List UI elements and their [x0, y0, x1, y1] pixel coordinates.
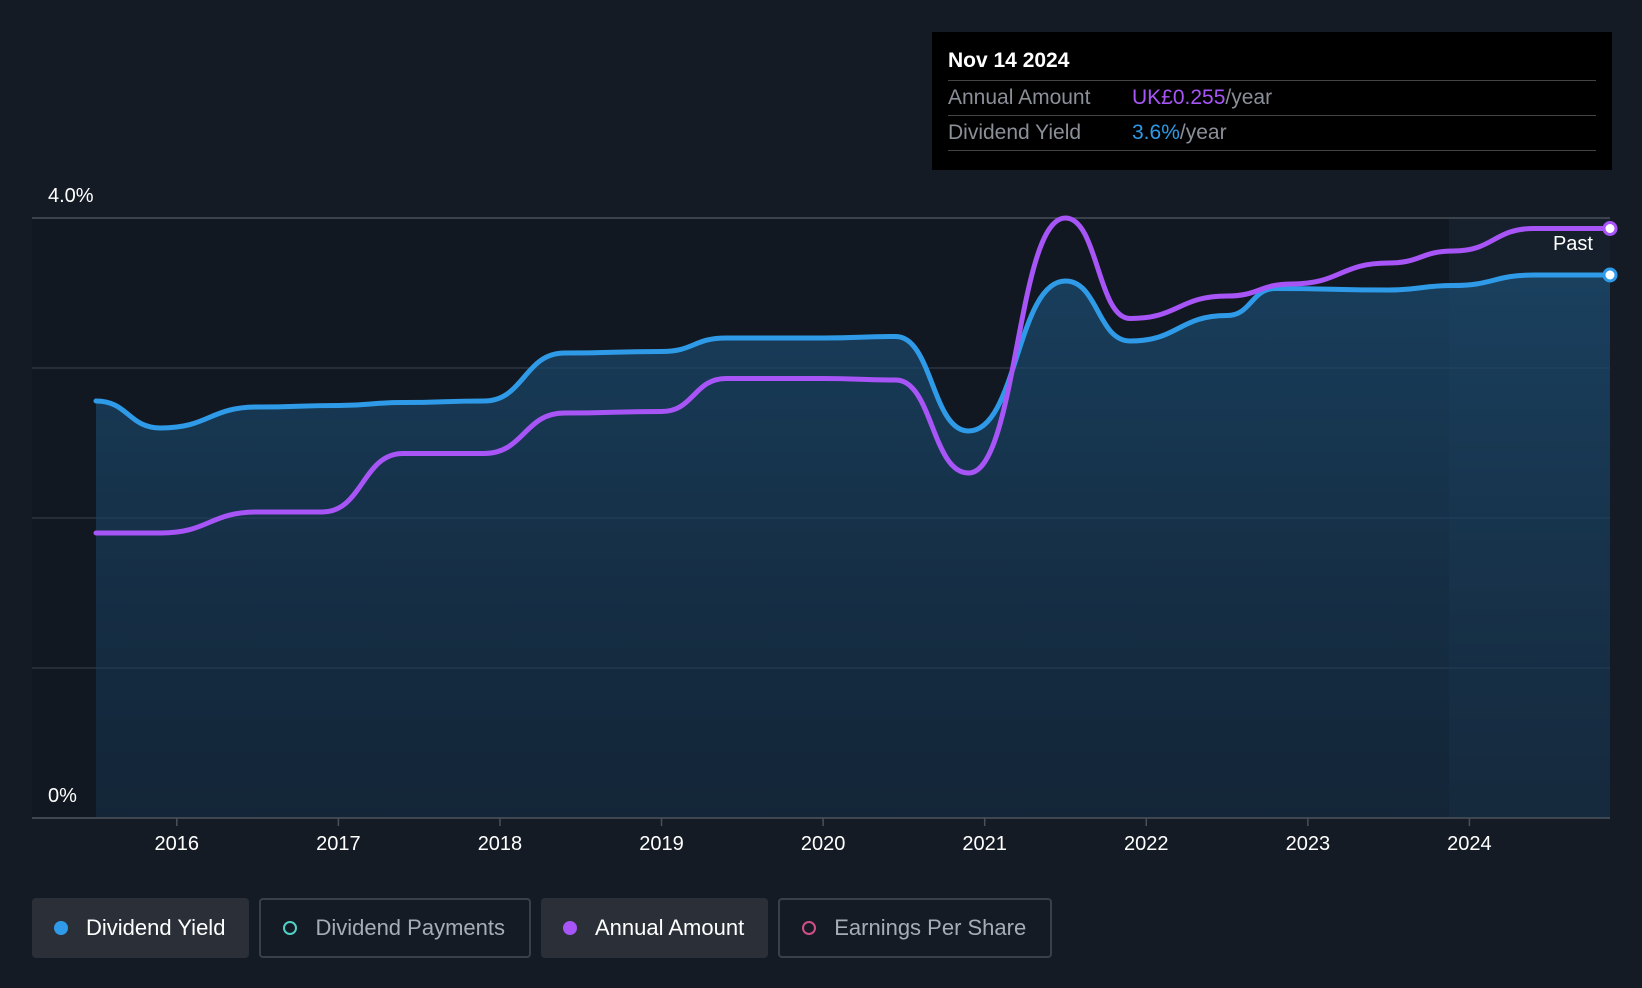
x-tick-label: 2019: [639, 833, 684, 855]
annual-amount-end-marker: [1602, 221, 1618, 236]
legend-label: Dividend Payments: [315, 915, 505, 940]
tooltip-key: Annual Amount: [948, 86, 1091, 109]
y-tick-label: 0%: [48, 785, 77, 807]
x-tick-label: 2018: [478, 833, 523, 855]
tooltip-key: Dividend Yield: [948, 121, 1082, 144]
dividend-yield-dot-icon: [54, 921, 68, 935]
x-tick-label: 2020: [801, 833, 846, 855]
x-tick-label: 2021: [962, 833, 1007, 855]
tooltip-date: Nov 14 2024: [948, 46, 1596, 81]
legend-annual-amount[interactable]: Annual Amount: [540, 898, 769, 958]
legend-dividend-payments[interactable]: Dividend Payments: [259, 898, 531, 958]
tooltip-row-annual-amount: Annual Amount UK£0.255 /year: [948, 81, 1596, 116]
tooltip-unit: /year: [1225, 86, 1273, 109]
tooltip-row-dividend-yield: Dividend Yield 3.6% /year: [948, 116, 1596, 151]
chart-tooltip: Nov 14 2024 Annual Amount UK£0.255 /year…: [932, 32, 1612, 170]
dividend-yield-end-marker: [1602, 267, 1618, 283]
legend-dividend-yield[interactable]: Dividend Yield: [32, 898, 250, 958]
tooltip-value: UK£0.255: [1132, 86, 1226, 109]
dividend-payments-ring-icon: [283, 921, 298, 935]
x-tick-label: 2024: [1447, 833, 1492, 855]
x-tick-label: 2017: [316, 833, 361, 855]
legend-label: Dividend Yield: [86, 915, 226, 940]
x-tick-label: 2016: [155, 833, 200, 855]
tooltip-value: 3.6%: [1132, 121, 1180, 144]
x-tick-label: 2022: [1124, 833, 1169, 855]
earnings-per-share-ring-icon: [802, 921, 817, 935]
x-tick-label: 2023: [1286, 833, 1331, 855]
legend-label: Annual Amount: [594, 915, 745, 940]
y-tick-label: 4.0%: [48, 185, 94, 207]
annual-amount-line: [93, 215, 1613, 536]
legend-label: Earnings Per Share: [834, 915, 1027, 940]
tooltip-unit: /year: [1179, 121, 1227, 144]
annual-amount-dot-icon: [562, 921, 577, 935]
chart-legend: Dividend Yield Dividend Payments Annual …: [32, 898, 1053, 958]
dividend-yield-line: [93, 272, 1613, 434]
dividend-yield-area: [96, 275, 1610, 818]
legend-earnings-per-share[interactable]: Earnings Per Share: [778, 898, 1053, 958]
past-label: Past: [1553, 233, 1593, 255]
